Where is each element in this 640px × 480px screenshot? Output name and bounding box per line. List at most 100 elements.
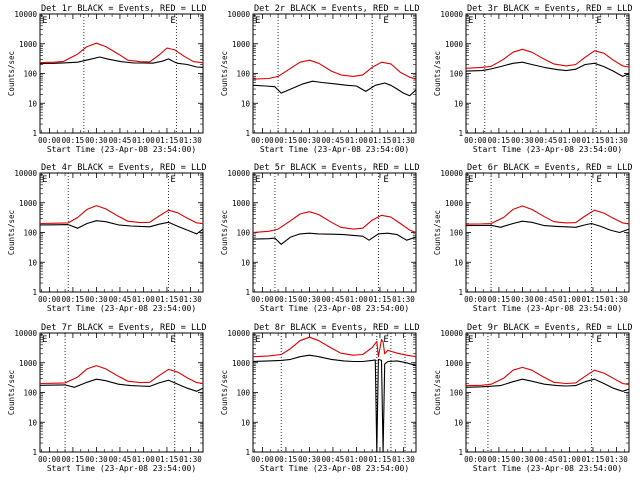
x-tick-label: 01:15: [582, 455, 605, 464]
marker-right: E: [170, 175, 175, 185]
y-tick-label: 100: [449, 70, 463, 79]
marker-left: E: [468, 175, 473, 185]
x-tick-label: 01:15: [369, 455, 392, 464]
y-tick-label: 1: [458, 288, 463, 297]
x-tick-label: 00:15: [62, 295, 85, 304]
x-tick-label: 00:45: [322, 295, 345, 304]
y-tick-label: 10000: [14, 10, 37, 19]
x-tick-label: 00:00: [251, 295, 274, 304]
plot-frame: [39, 172, 204, 293]
panel-title: Det 2r BLACK = Events, RED = LLD: [254, 4, 420, 14]
marker-left: E: [255, 16, 260, 26]
x-tick-label: 01:15: [369, 136, 392, 145]
series-line-events: [465, 378, 630, 392]
marker-right: E: [596, 16, 601, 26]
panel-title: Det 9r BLACK = Events, RED = LLD: [467, 323, 633, 333]
x-tick-label: 00:30: [298, 295, 321, 304]
y-tick-label: 10: [241, 99, 251, 108]
y-tick-label: 1: [32, 288, 37, 297]
y-tick-label: 100: [23, 229, 37, 238]
x-tick-label: 00:15: [62, 136, 85, 145]
series-line-lld: [39, 42, 204, 64]
plot-frame: [465, 172, 630, 293]
y-tick-label: 10: [454, 418, 464, 427]
x-tick-label: 00:30: [511, 136, 534, 145]
x-tick-label: 01:00: [558, 455, 581, 464]
y-tick-label: 10000: [14, 169, 37, 178]
x-axis-label: Start Time (23-Apr-08 23:54:00): [47, 145, 196, 154]
x-axis-label: Start Time (23-Apr-08 23:54:00): [260, 145, 409, 154]
y-axis-label: Counts/sec: [220, 51, 229, 96]
x-tick-label: 01:00: [345, 136, 368, 145]
series-line-events: [252, 80, 417, 97]
panel-1: Det 1r BLACK = Events, RED = LLD 1 10 100 10…: [7, 4, 207, 154]
series-line-events: [39, 56, 204, 68]
marker-left: E: [255, 335, 260, 345]
marker-left: E: [468, 335, 473, 345]
x-tick-label: 00:15: [488, 136, 511, 145]
panel-8: Det 8r BLACK = Events, RED = LLD 1 10 100 10…: [220, 323, 420, 473]
y-tick-label: 10: [28, 418, 38, 427]
y-tick-label: 10: [28, 258, 38, 267]
y-tick-label: 1: [245, 129, 250, 138]
x-tick-label: 00:45: [322, 136, 345, 145]
plot-frame: [39, 332, 204, 453]
x-tick-label: 01:30: [392, 136, 415, 145]
panel-title: Det 6r BLACK = Events, RED = LLD: [467, 163, 633, 173]
x-tick-label: 00:00: [464, 136, 487, 145]
panel-title: Det 8r BLACK = Events, RED = LLD: [254, 323, 420, 333]
panel-3: Det 3r BLACK = Events, RED = LLD 1 10 100 10…: [433, 4, 633, 154]
panel-title: Det 1r BLACK = Events, RED = LLD: [41, 4, 207, 14]
y-tick-label: 1000: [445, 359, 464, 368]
plot-frame: [39, 13, 204, 134]
x-tick-label: 01:30: [392, 295, 415, 304]
x-tick-label: 01:30: [605, 295, 628, 304]
x-tick-label: 00:00: [464, 455, 487, 464]
x-tick-label: 00:15: [275, 295, 298, 304]
series-line-events: [39, 378, 204, 392]
marker-left: E: [468, 16, 473, 26]
x-tick-label: 01:30: [605, 136, 628, 145]
y-tick-label: 1: [32, 448, 37, 457]
y-tick-label: 100: [23, 389, 37, 398]
series-line-lld: [39, 365, 204, 385]
x-tick-label: 00:45: [322, 455, 345, 464]
x-tick-label: 00:30: [85, 455, 108, 464]
x-axis-label: Start Time (23-Apr-08 23:54:00): [473, 304, 622, 313]
x-axis-label: Start Time (23-Apr-08 23:54:00): [47, 464, 196, 473]
x-axis-label: Start Time (23-Apr-08 23:54:00): [473, 145, 622, 154]
x-tick-label: 01:00: [345, 295, 368, 304]
marker-right: E: [170, 16, 175, 26]
y-tick-label: 10: [454, 258, 464, 267]
series-line-lld: [252, 211, 417, 234]
y-tick-label: 100: [23, 70, 37, 79]
x-tick-label: 00:15: [275, 136, 298, 145]
y-tick-label: 1000: [19, 40, 38, 49]
x-tick-label: 00:30: [298, 455, 321, 464]
series-line-lld: [252, 59, 417, 80]
series-line-lld: [39, 205, 204, 225]
marker-left: E: [255, 175, 260, 185]
x-tick-label: 00:00: [251, 136, 274, 145]
y-tick-label: 1: [32, 129, 37, 138]
panel-4: Det 4r BLACK = Events, RED = LLD 1 10 100 10…: [7, 163, 207, 313]
x-tick-label: 00:30: [298, 136, 321, 145]
x-tick-label: 00:15: [488, 295, 511, 304]
y-tick-label: 10000: [440, 169, 463, 178]
x-tick-label: 01:15: [156, 136, 179, 145]
plot-frame: [252, 332, 417, 453]
marker-right: E: [383, 335, 388, 345]
y-axis-label: Counts/sec: [433, 210, 442, 255]
y-tick-label: 1: [245, 448, 250, 457]
y-tick-label: 1000: [445, 40, 464, 49]
x-tick-label: 00:00: [251, 455, 274, 464]
marker-left: E: [42, 335, 47, 345]
y-tick-label: 10000: [440, 10, 463, 19]
x-tick-label: 00:00: [38, 455, 61, 464]
series-line-lld: [465, 205, 630, 225]
plot-frame: [465, 332, 630, 453]
y-tick-label: 10000: [227, 10, 250, 19]
y-axis-label: Counts/sec: [7, 370, 16, 415]
x-tick-label: 01:00: [558, 136, 581, 145]
